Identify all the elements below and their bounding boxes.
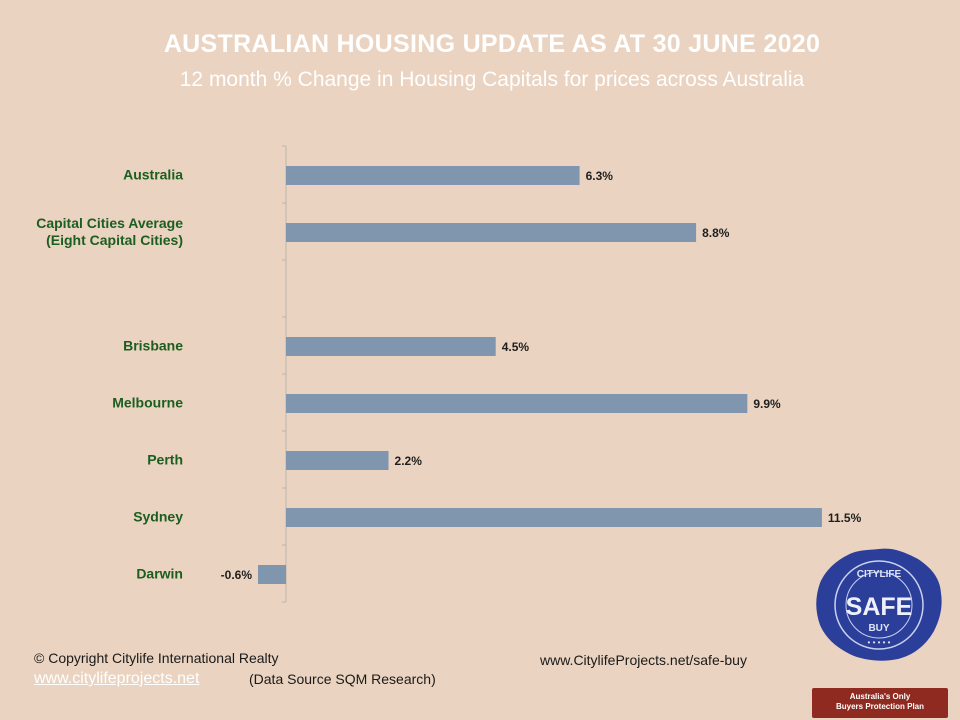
category-label: Darwin (136, 566, 183, 582)
bar-4 (286, 394, 748, 413)
category-label: (Eight Capital Cities) (46, 232, 183, 248)
category-label: Melbourne (112, 395, 183, 411)
seal-middle-text: SAFE (846, 593, 913, 621)
category-label: Perth (147, 452, 183, 468)
bar-3 (286, 337, 496, 356)
data-label: 9.9% (753, 397, 781, 411)
data-label: 11.5% (828, 511, 862, 525)
seal-top-text: CITYLIFE (857, 569, 902, 580)
copyright-text: © Copyright Citylife International Realt… (34, 650, 279, 666)
category-label: Australia (123, 167, 183, 183)
data-source-text: (Data Source SQM Research) (249, 671, 436, 687)
data-label: 4.5% (502, 340, 530, 354)
category-label: Capital Cities Average (36, 215, 183, 231)
bar-0 (286, 166, 580, 185)
seal-bottom-text: BUY (868, 623, 889, 634)
bar-5 (286, 451, 389, 470)
safe-buy-seal-icon: CITYLIFE SAFE BUY • • • • • (816, 548, 942, 661)
bar-7 (258, 565, 286, 584)
website-link[interactable]: www.citylifeprojects.net (34, 670, 200, 687)
category-label: Brisbane (123, 338, 183, 354)
data-label: 8.8% (702, 226, 730, 240)
data-label: -0.6% (221, 568, 253, 582)
page-title: AUSTRALIAN HOUSING UPDATE AS AT 30 JUNE … (163, 30, 821, 58)
ribbon-line-1: Australia's Only (849, 692, 911, 701)
category-label: Sydney (133, 509, 183, 525)
protection-plan-ribbon: Australia's Only Buyers Protection Plan (812, 688, 948, 718)
bar-6 (286, 508, 822, 527)
bar-1 (286, 223, 697, 242)
data-label: 6.3% (586, 169, 614, 183)
svg-text:• • • • •: • • • • • (868, 638, 891, 647)
safe-buy-url: www.CitylifeProjects.net/safe-buy (540, 652, 747, 668)
page-subtitle: 12 month % Change in Housing Capitals fo… (179, 68, 805, 91)
ribbon-line-2: Buyers Protection Plan (835, 702, 925, 711)
data-label: 2.2% (395, 454, 423, 468)
